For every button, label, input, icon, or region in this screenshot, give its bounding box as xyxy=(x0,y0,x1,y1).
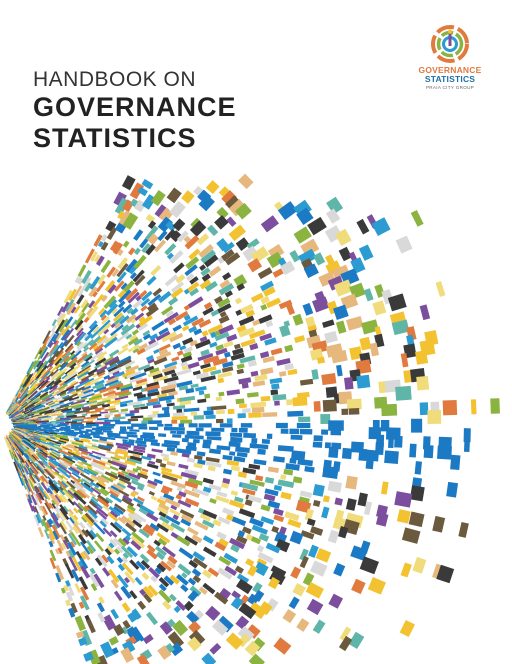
praia-city-group-logo: GOVERNANCE STATISTICS PRAIA CITY GROUP xyxy=(408,24,492,91)
logo-text-praia-city-group: PRAIA CITY GROUP xyxy=(425,85,475,90)
cover-title: HANDBOOK ON GOVERNANCE STATISTICS xyxy=(33,68,237,154)
title-line-governance: GOVERNANCE xyxy=(33,92,237,122)
logo-text-governance: GOVERNANCE xyxy=(418,65,482,75)
title-line-handbook-on: HANDBOOK ON xyxy=(33,68,197,91)
logo-text-statistics: STATISTICS xyxy=(424,74,476,84)
title-line-statistics: STATISTICS xyxy=(33,123,197,153)
logo-mark-icon xyxy=(431,25,469,63)
